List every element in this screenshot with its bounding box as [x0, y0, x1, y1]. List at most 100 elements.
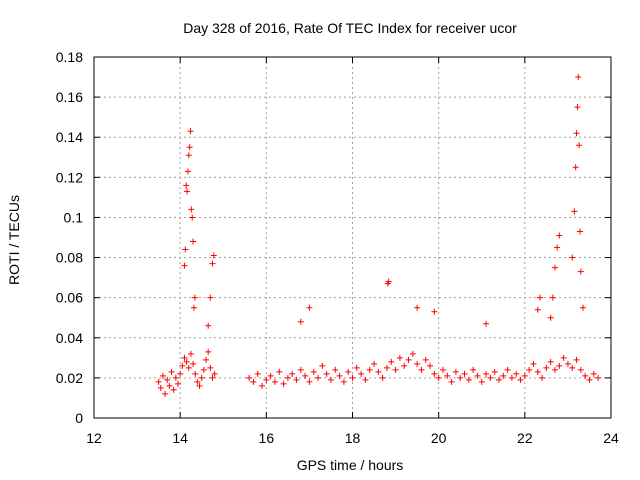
data-point	[349, 374, 356, 381]
data-point	[383, 364, 390, 371]
data-point	[526, 366, 533, 373]
data-point	[491, 368, 498, 375]
data-point	[388, 358, 395, 365]
data-point	[155, 378, 162, 385]
y-tick-label: 0.06	[56, 290, 83, 306]
data-point	[435, 374, 442, 381]
data-point	[590, 370, 597, 377]
data-point	[184, 168, 191, 175]
data-point	[284, 374, 291, 381]
data-point	[250, 378, 257, 385]
y-axis-label: ROTI / TECUs	[6, 195, 22, 285]
data-point	[487, 374, 494, 381]
data-point	[211, 370, 218, 377]
data-point	[571, 208, 578, 215]
data-point	[539, 374, 546, 381]
data-point	[573, 130, 580, 137]
data-point	[289, 370, 296, 377]
data-point	[189, 214, 196, 221]
data-point	[504, 366, 511, 373]
data-point	[569, 254, 576, 261]
data-point	[427, 362, 434, 369]
data-point	[409, 350, 416, 357]
data-point	[431, 370, 438, 377]
data-point	[500, 372, 507, 379]
data-point	[414, 304, 421, 311]
x-tick-label: 12	[86, 430, 102, 446]
data-point	[418, 366, 425, 373]
data-point	[181, 262, 188, 269]
data-point	[340, 378, 347, 385]
data-point	[536, 294, 543, 301]
data-point	[323, 370, 330, 377]
data-point	[547, 358, 554, 365]
data-point	[263, 376, 270, 383]
data-point	[534, 306, 541, 313]
x-tick-label: 18	[345, 430, 361, 446]
data-point	[166, 382, 173, 389]
data-point	[157, 384, 164, 391]
data-point	[582, 372, 589, 379]
data-point	[170, 386, 177, 393]
y-tick-label: 0.08	[56, 250, 83, 266]
data-point	[470, 366, 477, 373]
data-point	[401, 362, 408, 369]
data-point	[205, 348, 212, 355]
data-point	[513, 370, 520, 377]
data-point	[448, 378, 455, 385]
data-point	[310, 368, 317, 375]
data-point	[345, 368, 352, 375]
data-point	[183, 182, 190, 189]
data-point	[569, 364, 576, 371]
data-point	[385, 278, 392, 285]
data-point	[210, 252, 217, 259]
data-point	[200, 366, 207, 373]
data-point	[358, 370, 365, 377]
data-point	[205, 322, 212, 329]
data-point	[576, 228, 583, 235]
data-point	[177, 370, 184, 377]
data-point	[431, 308, 438, 315]
data-point	[579, 304, 586, 311]
data-point	[574, 104, 581, 111]
data-point	[190, 304, 197, 311]
data-point	[182, 246, 189, 253]
data-point	[586, 376, 593, 383]
data-point	[187, 128, 194, 135]
data-point	[543, 364, 550, 371]
data-point	[457, 374, 464, 381]
data-point	[164, 376, 171, 383]
y-tick-label: 0.16	[56, 89, 83, 105]
data-point	[271, 378, 278, 385]
data-point	[517, 376, 524, 383]
points-layer	[155, 74, 602, 397]
x-tick-label: 14	[172, 430, 188, 446]
data-point	[577, 366, 584, 373]
data-point	[185, 152, 192, 159]
data-point	[327, 376, 334, 383]
data-point	[276, 368, 283, 375]
y-tick-label: 0.14	[56, 129, 83, 145]
data-point	[198, 374, 205, 381]
data-point	[396, 354, 403, 361]
data-point	[534, 368, 541, 375]
data-point	[444, 372, 451, 379]
data-point	[405, 356, 412, 363]
data-point	[186, 144, 193, 151]
data-point	[353, 364, 360, 371]
data-point	[207, 364, 214, 371]
data-point	[168, 368, 175, 375]
data-point	[181, 354, 188, 361]
data-point	[297, 318, 304, 325]
data-point	[175, 380, 182, 387]
data-point	[452, 368, 459, 375]
data-point	[259, 382, 266, 389]
data-point	[414, 360, 421, 367]
data-point	[184, 188, 191, 195]
data-point	[246, 374, 253, 381]
data-point	[379, 374, 386, 381]
data-point	[371, 360, 378, 367]
data-point	[547, 314, 554, 321]
chart-title: Day 328 of 2016, Rate Of TEC Index for r…	[183, 20, 517, 36]
data-point	[319, 362, 326, 369]
